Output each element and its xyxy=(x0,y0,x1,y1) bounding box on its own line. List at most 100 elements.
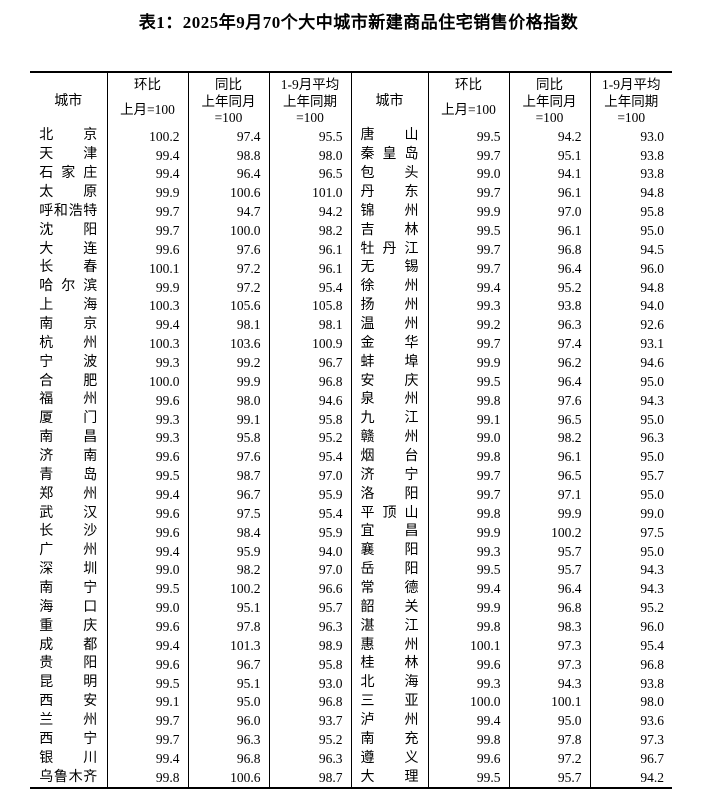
city-name: 唐山 xyxy=(360,128,419,144)
index-value-cell: 94.2 xyxy=(509,127,591,146)
index-value-cell: 99.0 xyxy=(107,560,189,580)
index-value-cell: 95.1 xyxy=(188,598,270,618)
city-name: 青岛 xyxy=(39,467,98,483)
index-value-cell: 100.2 xyxy=(509,523,591,542)
index-value-cell: 99.9 xyxy=(509,504,591,524)
index-value-cell: 100.0 xyxy=(188,221,270,241)
city-cell: 遵义 xyxy=(351,749,429,769)
city-name: 石家庄 xyxy=(39,166,98,182)
city-name: 洛阳 xyxy=(360,486,419,502)
index-value-cell: 97.3 xyxy=(640,732,664,748)
table-row: 西宁 99.7 96.3 95.2 南充 99.8 97.8 97.3 xyxy=(30,730,672,750)
index-value-cell: 99.4 xyxy=(428,277,510,297)
index-value-cell: 98.2 xyxy=(188,560,270,580)
index-value-cell: 99.7 xyxy=(107,202,189,222)
index-value-cell: 96.8 xyxy=(188,749,270,769)
index-value-cell: 96.3 xyxy=(269,749,352,769)
index-value-cell: 99.7 xyxy=(428,240,510,260)
index-value-cell: 100.1 xyxy=(428,636,510,656)
index-value-cell: 99.6 xyxy=(107,391,189,410)
city-name: 厦门 xyxy=(39,411,98,427)
city-name: 丹东 xyxy=(360,185,419,200)
table-row: 海口 99.0 95.1 95.7 韶关 99.9 96.8 95.2 xyxy=(30,598,672,618)
table-row: 乌鲁木齐 99.8 100.6 98.7 大理 99.5 95.7 94.2 xyxy=(30,768,672,789)
index-value-cell: 92.6 xyxy=(640,317,664,333)
index-value-cell: 96.8 xyxy=(509,598,591,618)
index-value-cell: 97.5 xyxy=(188,504,270,524)
index-value-cell: 99.4 xyxy=(107,315,189,335)
index-value-cell: 97.4 xyxy=(188,127,270,146)
index-value-cell: 99.8 xyxy=(428,504,510,524)
index-value-cell: 95.8 xyxy=(188,428,270,448)
index-value-cell: 99.8 xyxy=(428,730,510,750)
index-value-cell: 98.3 xyxy=(509,617,591,637)
index-value-cell: 96.6 xyxy=(269,579,352,599)
header-mom-left: 环比 xyxy=(107,72,189,93)
table-row: 济南 99.6 97.6 95.4 烟台 99.8 96.1 95.0 xyxy=(30,447,672,467)
city-cell: 济南 xyxy=(30,447,108,467)
city-cell: 洛阳 xyxy=(351,485,429,505)
city-cell: 唐山 xyxy=(351,127,429,146)
city-name: 包头 xyxy=(360,166,419,182)
city-cell: 西安 xyxy=(30,692,108,712)
city-cell: 青岛 xyxy=(30,466,108,486)
index-value-cell: 99.7 xyxy=(107,730,189,750)
city-cell: 昆明 xyxy=(30,673,108,693)
city-cell: 徐州 xyxy=(351,277,429,297)
city-name: 三亚 xyxy=(360,694,419,710)
index-value-cell: 100.6 xyxy=(188,183,270,203)
city-name: 北京 xyxy=(39,128,98,144)
table-row: 杭州 100.3 103.6 100.9 金华 99.7 97.4 93.1 xyxy=(30,334,672,354)
index-value-cell: 97.2 xyxy=(188,277,270,297)
index-value-cell: 101.0 xyxy=(269,183,352,203)
index-value-cell: 96.3 xyxy=(640,430,664,446)
index-value-cell: 99.9 xyxy=(428,202,510,222)
city-cell: 南充 xyxy=(351,730,429,750)
index-value-cell: 93.1 xyxy=(640,336,664,352)
index-value-cell: 99.5 xyxy=(428,372,510,392)
index-value-cell: 94.8 xyxy=(640,185,664,201)
index-value-cell: 95.1 xyxy=(509,145,591,165)
index-value-cell: 97.0 xyxy=(269,560,352,580)
table-row: 呼和浩特 99.7 94.7 94.2 锦州 99.9 97.0 95.8 xyxy=(30,202,672,222)
index-value-cell: 96.0 xyxy=(188,711,270,731)
city-cell: 岳阳 xyxy=(351,560,429,580)
index-value-cell: 99.9 xyxy=(428,353,510,373)
city-cell: 九江 xyxy=(351,409,429,429)
city-cell: 烟台 xyxy=(351,447,429,467)
index-value-cell: 94.6 xyxy=(269,391,352,410)
city-cell: 赣州 xyxy=(351,428,429,448)
index-value-cell: 99.5 xyxy=(107,673,189,693)
city-cell: 哈尔滨 xyxy=(30,277,108,297)
index-value-cell: 98.2 xyxy=(509,428,591,448)
index-value-cell: 99.8 xyxy=(428,447,510,467)
index-value-cell: 99.6 xyxy=(107,523,189,542)
city-name: 太原 xyxy=(39,185,98,200)
city-cell: 济宁 xyxy=(351,466,429,486)
table-row: 天津 99.4 98.8 98.0 秦皇岛 99.7 95.1 93.8 xyxy=(30,145,672,165)
index-value-cell: 94.3 xyxy=(640,562,664,578)
index-value-cell: 99.9 xyxy=(188,372,270,392)
city-cell: 温州 xyxy=(351,315,429,335)
index-value-cell: 94.6 xyxy=(640,354,664,370)
index-value-cell: 97.1 xyxy=(509,485,591,505)
index-value-cell: 96.3 xyxy=(269,617,352,637)
city-cell: 杭州 xyxy=(30,334,108,354)
header-mom-base-right: 上月=100 xyxy=(428,93,510,127)
index-value-cell: 99.4 xyxy=(107,145,189,165)
index-value-cell: 95.2 xyxy=(509,277,591,297)
index-value-cell: 95.2 xyxy=(640,600,664,616)
index-value-cell: 98.1 xyxy=(269,315,352,335)
city-name: 贵阳 xyxy=(39,656,98,672)
city-cell: 平顶山 xyxy=(351,504,429,524)
table-row: 银川 99.4 96.8 96.3 遵义 99.6 97.2 96.7 xyxy=(30,749,672,769)
index-value-cell: 98.4 xyxy=(188,523,270,542)
index-value-cell: 99.7 xyxy=(428,183,510,203)
table-row: 南京 99.4 98.1 98.1 温州 99.2 96.3 92.6 xyxy=(30,315,672,335)
header-city-right: 城市 xyxy=(351,72,429,127)
index-value-cell: 97.6 xyxy=(188,240,270,260)
index-value-cell: 95.8 xyxy=(269,409,352,429)
table-row: 贵阳 99.6 96.7 95.8 桂林 99.6 97.3 96.8 xyxy=(30,655,672,674)
index-value-cell: 94.0 xyxy=(640,298,664,314)
city-cell: 长沙 xyxy=(30,523,108,542)
